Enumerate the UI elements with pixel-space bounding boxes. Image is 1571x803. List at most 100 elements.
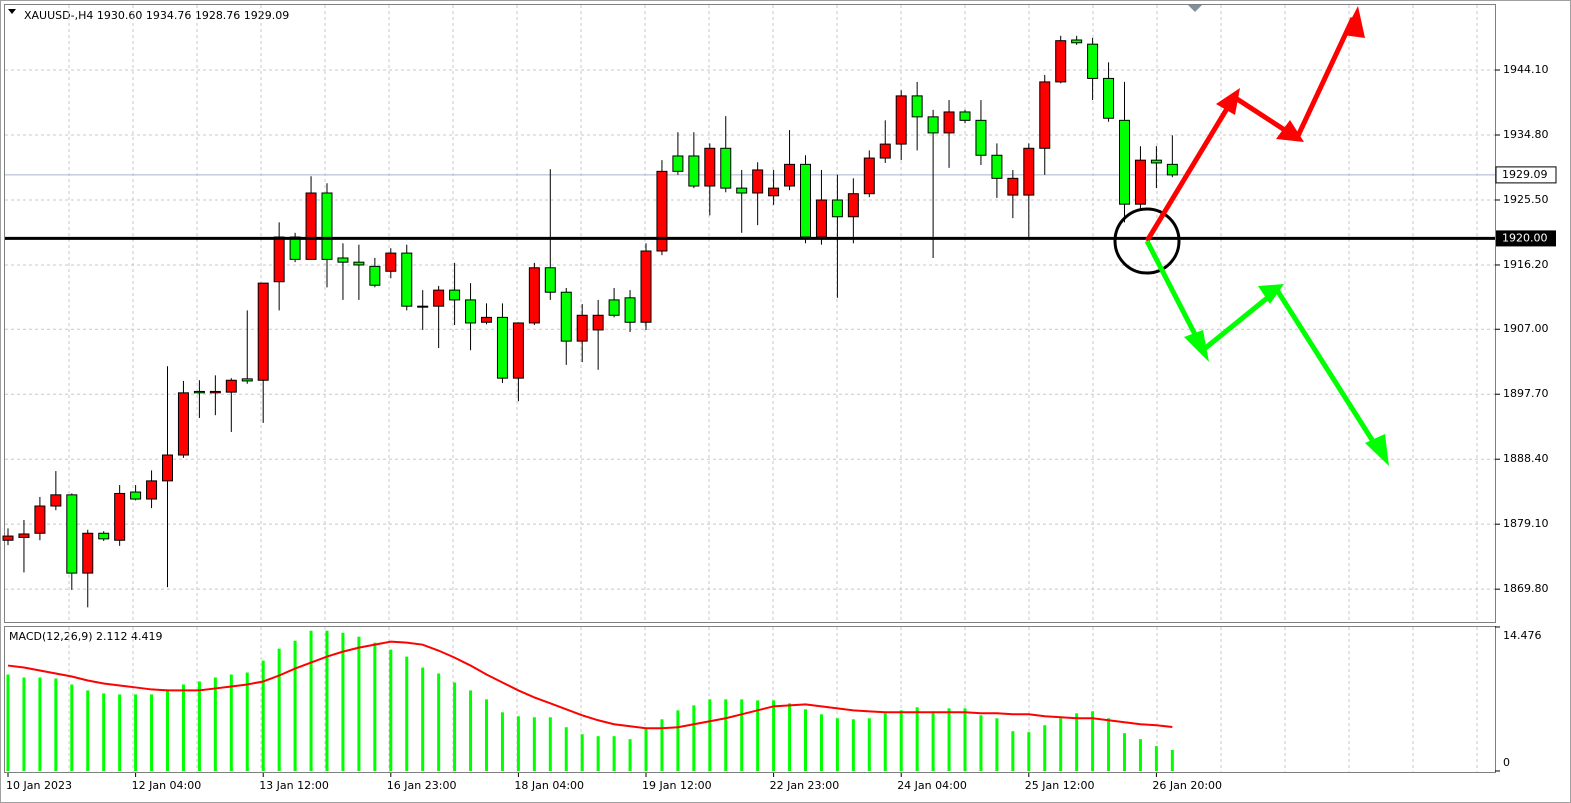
macd-bar: [229, 674, 233, 771]
candle-body: [991, 154, 1003, 179]
macd-bar: [1170, 749, 1174, 771]
candle-body: [544, 267, 556, 293]
x-tick-label: 19 Jan 12:00: [642, 779, 712, 792]
macd-bar: [1059, 718, 1063, 771]
candle-body: [1023, 147, 1035, 196]
y-tick-label: 1879.10: [1503, 517, 1549, 530]
x-tick-label: 16 Jan 23:00: [387, 779, 457, 792]
macd-bar: [1027, 732, 1031, 771]
macd-bar: [118, 694, 122, 771]
macd-bar: [453, 682, 457, 771]
macd-pane: [4, 626, 1496, 773]
candle-body: [576, 314, 588, 342]
macd-bar: [357, 636, 361, 771]
candle-body: [911, 95, 923, 118]
candle-body: [193, 390, 205, 394]
macd-bar: [851, 719, 855, 771]
candle-body: [736, 187, 748, 194]
candle-body: [209, 390, 221, 394]
macd-bar: [166, 689, 169, 771]
macd-bar: [389, 649, 393, 771]
macd-bar: [532, 717, 536, 771]
y-tick-label: 1897.70: [1503, 387, 1549, 400]
candle-body: [34, 505, 46, 534]
y-tick-label: 0: [1503, 756, 1510, 769]
y-tick-label: 1925.50: [1503, 193, 1549, 206]
candle-body: [433, 289, 445, 307]
candle-body: [847, 193, 859, 218]
candle-body: [768, 187, 780, 197]
candle-body: [241, 378, 253, 382]
macd-bar: [899, 710, 903, 771]
macd-bar: [309, 630, 313, 771]
candle-body: [560, 291, 572, 342]
macd-bar: [277, 648, 281, 771]
candle-body: [2, 535, 14, 541]
candle-body: [1166, 163, 1178, 176]
y-tick-label: 1869.80: [1503, 582, 1549, 595]
macd-bar: [1011, 731, 1015, 771]
candle-body: [640, 250, 652, 323]
candle-body: [512, 322, 524, 379]
macd-bar: [548, 717, 552, 771]
macd-bar: [835, 718, 839, 771]
collapse-icon[interactable]: [8, 9, 16, 14]
macd-bar: [772, 700, 776, 771]
macd-bar: [724, 699, 728, 771]
macd-bar: [660, 719, 664, 771]
x-tick-label: 18 Jan 04:00: [514, 779, 584, 792]
macd-bar: [181, 684, 185, 771]
bear-path: [1144, 239, 1384, 456]
macd-bar: [325, 630, 329, 771]
candle-body: [1087, 43, 1099, 79]
candle-body: [225, 379, 237, 393]
macd-bar: [804, 709, 807, 771]
candle-body: [162, 454, 173, 482]
macd-bar: [1091, 711, 1095, 771]
chart-title: XAUUSD-,H4 1930.60 1934.76 1928.76 1929.…: [24, 9, 289, 22]
macd-bar: [564, 727, 568, 771]
x-tick-label: 13 Jan 12:00: [259, 779, 329, 792]
candle-body: [114, 492, 126, 541]
macd-bar: [405, 656, 409, 771]
macd-bar: [1154, 746, 1158, 771]
candle-body: [1055, 40, 1067, 83]
candle-body: [1119, 119, 1130, 205]
macd-bar: [644, 728, 648, 771]
macd-bar: [516, 716, 520, 771]
candle-body: [130, 491, 142, 500]
bull-path: [1144, 16, 1356, 243]
x-tick-label: 10 Jan 2023: [6, 779, 72, 792]
candle-body: [720, 147, 732, 189]
macd-bar: [54, 678, 58, 771]
macd-bar: [38, 677, 42, 771]
y-tick-label: 1907.00: [1503, 322, 1549, 335]
candle-body: [1150, 159, 1162, 164]
macd-bar: [692, 705, 696, 771]
price-pane: [4, 4, 1496, 623]
candle-body: [273, 236, 285, 283]
x-tick-label: 25 Jan 12:00: [1025, 779, 1095, 792]
macd-bar: [1043, 725, 1047, 771]
candle-body: [784, 163, 796, 187]
x-tick-label: 26 Jan 20:00: [1152, 779, 1222, 792]
candle-body: [863, 157, 875, 195]
macd-bar: [341, 632, 345, 771]
macd-bar: [979, 715, 983, 771]
candle-body: [385, 252, 397, 272]
candle-body: [1039, 81, 1051, 149]
macd-bar: [150, 694, 154, 771]
y-tick-label: 1934.80: [1503, 128, 1549, 141]
candle-body: [943, 111, 955, 134]
level-label: 1920.00: [1502, 231, 1548, 244]
macd-bar: [469, 690, 473, 771]
x-tick-label: 24 Jan 04:00: [897, 779, 967, 792]
annotations: [1113, 6, 1389, 466]
macd-bar: [293, 640, 297, 771]
macd-bar: [788, 703, 792, 771]
macd-bar: [500, 712, 504, 771]
candle-body: [672, 155, 684, 172]
y-tick-label: 1944.10: [1503, 63, 1549, 76]
candle-body: [1134, 159, 1146, 205]
